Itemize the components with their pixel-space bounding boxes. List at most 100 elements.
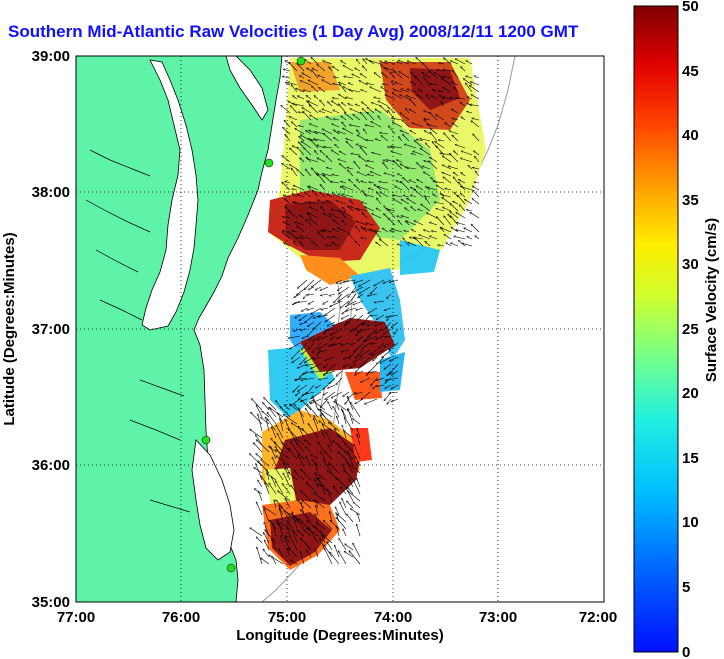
velocity-arrow	[324, 307, 336, 316]
velocity-arrow	[317, 231, 326, 240]
velocity-arrow	[348, 451, 354, 467]
velocity-arrow	[424, 130, 431, 135]
velocity-arrow	[343, 356, 350, 360]
velocity-arrow	[282, 182, 291, 191]
velocity-arrow	[306, 67, 312, 72]
velocity-arrow	[384, 363, 392, 369]
velocity-arrow	[410, 195, 417, 198]
velocity-arrow	[371, 370, 378, 373]
velocity-arrow	[323, 520, 333, 530]
velocity-arrow	[299, 408, 305, 425]
velocity-arrow	[256, 453, 263, 460]
velocity-arrow	[339, 163, 347, 170]
velocity-arrow	[318, 342, 329, 350]
velocity-arrow	[371, 213, 382, 219]
velocity-arrow	[325, 432, 333, 446]
velocity-arrow	[318, 75, 326, 79]
velocity-arrow	[431, 95, 438, 100]
velocity-arrow	[344, 112, 354, 121]
velocity-arrow	[442, 155, 452, 163]
velocity-arrow	[379, 133, 389, 135]
velocity-arrow	[354, 161, 361, 170]
velocity-arrow	[389, 356, 399, 362]
velocity-arrow	[312, 342, 322, 353]
velocity-arrow	[471, 224, 480, 233]
velocity-arrow	[352, 418, 361, 425]
velocity-arrow	[398, 60, 410, 65]
velocity-arrow	[307, 403, 319, 418]
velocity-arrow	[414, 189, 424, 198]
velocity-arrow	[406, 95, 417, 100]
velocity-arrow	[254, 434, 263, 446]
velocity-arrow	[317, 173, 326, 184]
y-tick: 36:00	[32, 457, 70, 474]
velocity-arrow	[340, 300, 350, 308]
velocity-arrow	[326, 115, 333, 121]
velocity-arrow	[332, 65, 340, 72]
velocity-arrow	[414, 220, 424, 226]
velocity-arrow	[345, 300, 357, 308]
velocity-arrow	[418, 88, 424, 93]
velocity-arrow	[291, 84, 298, 93]
velocity-arrow	[369, 229, 382, 233]
velocity-arrow	[256, 440, 270, 453]
velocity-arrow	[332, 98, 340, 99]
velocity-arrow	[352, 543, 361, 558]
velocity-arrow	[472, 167, 480, 170]
velocity-arrow	[344, 550, 354, 558]
velocity-arrow	[305, 363, 315, 366]
velocity-arrow	[423, 171, 431, 177]
velocity-arrow	[343, 65, 354, 72]
velocity-arrow	[400, 113, 410, 121]
velocity-arrow	[289, 342, 301, 350]
velocity-arrow	[375, 328, 385, 334]
velocity-arrow	[309, 124, 319, 128]
velocity-arrow	[315, 514, 319, 523]
velocity-arrow	[456, 230, 466, 233]
velocity-arrow	[376, 314, 385, 321]
colorbar-ticks: 50 45 40 35 30 25 20 15 10 5 0	[682, 0, 699, 659]
velocity-arrow	[318, 86, 326, 93]
velocity-arrow	[317, 157, 326, 163]
velocity-arrow	[274, 468, 284, 481]
velocity-arrow	[280, 418, 284, 432]
velocity-arrow	[409, 99, 417, 107]
velocity-arrow	[361, 238, 368, 240]
velocity-arrow	[343, 363, 350, 368]
velocity-arrow	[365, 125, 375, 128]
velocity-arrow	[396, 160, 403, 163]
velocity-arrow	[378, 342, 385, 349]
colorbar-tick: 45	[682, 63, 699, 80]
velocity-arrow	[257, 547, 263, 565]
velocity-arrow	[328, 422, 340, 432]
x-tick: 75:00	[268, 609, 306, 626]
velocity-arrow	[311, 279, 322, 288]
velocity-arrow	[302, 391, 315, 395]
colorbar-tick: 10	[682, 514, 699, 531]
velocity-arrow	[344, 543, 354, 551]
velocity-arrow	[300, 509, 312, 523]
velocity-arrow	[326, 200, 333, 205]
velocity-arrow	[453, 236, 466, 240]
velocity-arrow	[416, 93, 424, 100]
velocity-arrow	[464, 198, 473, 205]
velocity-arrow	[315, 286, 322, 291]
velocity-arrow	[294, 404, 305, 418]
velocity-arrow	[429, 71, 438, 79]
velocity-arrow	[303, 529, 312, 537]
velocity-arrow	[350, 205, 361, 212]
velocity-arrow	[323, 363, 329, 368]
velocity-arrow	[295, 88, 305, 93]
velocity-arrow	[310, 398, 322, 404]
velocity-arrow	[398, 136, 403, 142]
velocity-arrow	[355, 363, 364, 373]
velocity-arrow	[288, 472, 298, 481]
velocity-arrow	[405, 167, 417, 170]
velocity-arrow	[306, 95, 312, 100]
velocity-arrow	[384, 67, 396, 72]
velocity-arrow	[297, 147, 305, 156]
x-tick: 74:00	[374, 609, 412, 626]
velocity-arrow	[319, 377, 329, 380]
velocity-arrow	[323, 230, 333, 233]
